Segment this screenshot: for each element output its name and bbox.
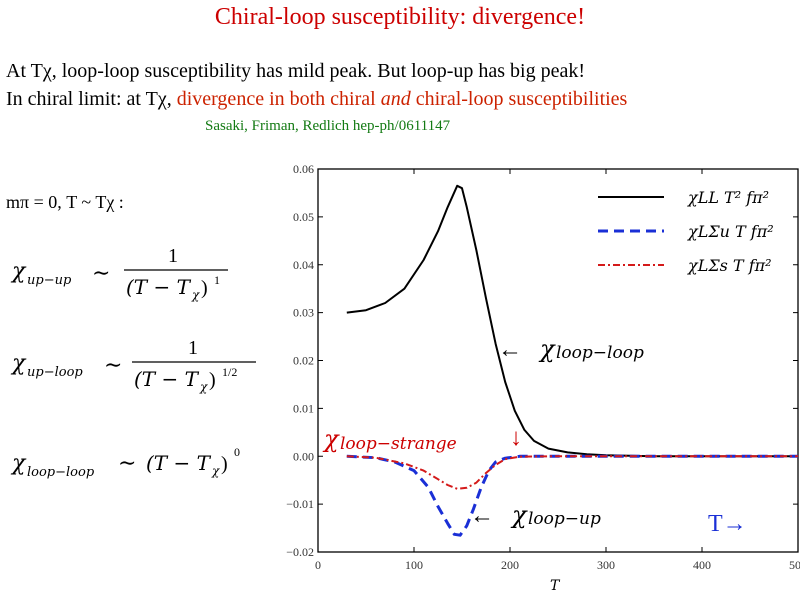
formula-up-loop-den-sub: χ bbox=[199, 380, 208, 394]
formula-up-loop-exp: 1/2 bbox=[222, 365, 237, 379]
divergence-text: divergence in both chiral and chiral-loo… bbox=[177, 88, 628, 110]
formula-loop-loop-exp: 0 bbox=[234, 445, 240, 459]
formula-up-up-den-close: ) bbox=[201, 277, 208, 299]
y-tick-label: 0.05 bbox=[293, 210, 314, 224]
legend-label-ll: χLL T² fπ² bbox=[687, 188, 769, 207]
annotation-loop-up-arrow: ← bbox=[470, 503, 494, 529]
y-tick-label: 0.04 bbox=[293, 258, 314, 272]
legend-label-lss: χLΣs T fπ² bbox=[687, 256, 772, 275]
x-axis-label: T bbox=[550, 578, 561, 594]
formula-up-up-sim: ∼ bbox=[92, 260, 110, 285]
annotation-loop-strange: χ loop−strange ↓ bbox=[322, 425, 522, 454]
formula-up-up-den: (T − T bbox=[126, 275, 192, 299]
formula-loop-loop-expr: (T − T bbox=[146, 451, 212, 475]
annotation-loop-loop-arrow: ← bbox=[498, 337, 522, 363]
y-tick-label: −0.02 bbox=[286, 545, 314, 559]
y-tick-label: 0.01 bbox=[293, 401, 314, 415]
divergence-tail: chiral-loop susceptibilities bbox=[410, 88, 628, 110]
formula-up-up-exp: 1 bbox=[214, 273, 220, 287]
chiral-limit-lead: In chiral limit: at Tχ, bbox=[6, 88, 177, 110]
formula-loop-loop-expr-close: ) bbox=[221, 453, 228, 475]
y-tick-label: −0.01 bbox=[286, 497, 314, 511]
formula-up-up-chi: χ bbox=[10, 259, 27, 284]
formula-up-up-num: 1 bbox=[168, 245, 178, 267]
annotation-loop-up-chi: χ bbox=[510, 501, 528, 529]
annotation-loop-loop: ← χ loop−loop bbox=[498, 335, 644, 363]
x-tick-label: 500 bbox=[789, 558, 800, 572]
formula-loop-loop-sub: loop−loop bbox=[27, 465, 95, 480]
annotation-loop-up: ← χ loop−up bbox=[470, 501, 601, 529]
series-line-2 bbox=[346, 455, 798, 490]
formula-up-loop: χ up−loop ∼ 1 (T − T χ ) 1/2 bbox=[10, 337, 256, 394]
formula-up-up: χ up−up ∼ 1 (T − T χ ) 1 bbox=[10, 245, 228, 302]
x-tick-label: 300 bbox=[597, 558, 615, 572]
formula-loop-loop-chi: χ bbox=[10, 451, 27, 476]
y-tick-label: 0.02 bbox=[293, 354, 314, 368]
formula-up-loop-den: (T − T bbox=[134, 367, 200, 391]
series-layer bbox=[346, 184, 798, 537]
legend-label-lsu: χLΣu T fπ² bbox=[687, 222, 774, 241]
formula-up-up-sub: up−up bbox=[27, 273, 72, 288]
intro-line: At Tχ, loop-loop susceptibility has mild… bbox=[6, 60, 585, 82]
condition-label: mπ = 0, T ~ Tχ : bbox=[6, 192, 124, 212]
annotation-loop-strange-chi: χ bbox=[322, 425, 340, 453]
annotation-loop-strange-sub: loop−strange bbox=[340, 434, 457, 454]
formula-up-loop-num: 1 bbox=[188, 337, 198, 359]
x-tick-label: 400 bbox=[693, 558, 711, 572]
divergence-lead: divergence in both chiral bbox=[176, 88, 381, 110]
annotation-loop-up-sub: loop−up bbox=[528, 509, 601, 529]
formula-up-loop-sub: up−loop bbox=[27, 365, 83, 380]
x-axis-ticks: 0 100 200 300 400 500 bbox=[315, 169, 800, 572]
annotation-loop-loop-chi: χ bbox=[538, 335, 556, 363]
annotation-loop-strange-arrow: ↓ bbox=[510, 425, 522, 451]
y-tick-label: 0.00 bbox=[293, 449, 314, 463]
chiral-limit-line: In chiral limit: at Tχ, divergence in bo… bbox=[6, 88, 627, 111]
susceptibility-chart: 0100200300400500 −0.02−0.010.000.010.020… bbox=[286, 162, 800, 594]
x-tick-label: 0 bbox=[315, 558, 321, 572]
formula-loop-loop: χ loop−loop ∼ (T − T χ ) 0 bbox=[10, 445, 240, 480]
annotation-loop-loop-sub: loop−loop bbox=[556, 343, 644, 363]
formula-up-loop-sim: ∼ bbox=[104, 352, 122, 377]
formula-loop-loop-expr-sub: χ bbox=[211, 464, 220, 478]
slide-title: Chiral-loop susceptibility: divergence! bbox=[214, 4, 586, 30]
y-tick-label: 0.03 bbox=[293, 306, 314, 320]
formula-loop-loop-sim: ∼ bbox=[118, 450, 136, 475]
formula-up-loop-chi: χ bbox=[10, 351, 27, 376]
formula-up-loop-den-close: ) bbox=[209, 369, 216, 391]
and-italic: and bbox=[380, 88, 411, 110]
formula-up-up-den-sub: χ bbox=[191, 288, 200, 302]
legend: χLL T² fπ² χLΣu T fπ² χLΣs T fπ² bbox=[598, 188, 774, 275]
x-tick-label: 200 bbox=[501, 558, 519, 572]
citation: Sasaki, Friman, Redlich hep-ph/0611147 bbox=[205, 118, 451, 134]
y-axis-ticks: −0.02 −0.01 0.00 0.01 0.02 0.03 0.04 0.05 0.06 bbox=[286, 162, 798, 559]
y-tick-label: 0.06 bbox=[293, 162, 314, 176]
x-tick-label: 100 bbox=[405, 558, 423, 572]
formula-panel: χ up−up ∼ 1 (T − T χ ) 1 χ up−loop ∼ 1 (… bbox=[10, 245, 256, 480]
t-direction-arrow: T→ bbox=[708, 511, 747, 537]
